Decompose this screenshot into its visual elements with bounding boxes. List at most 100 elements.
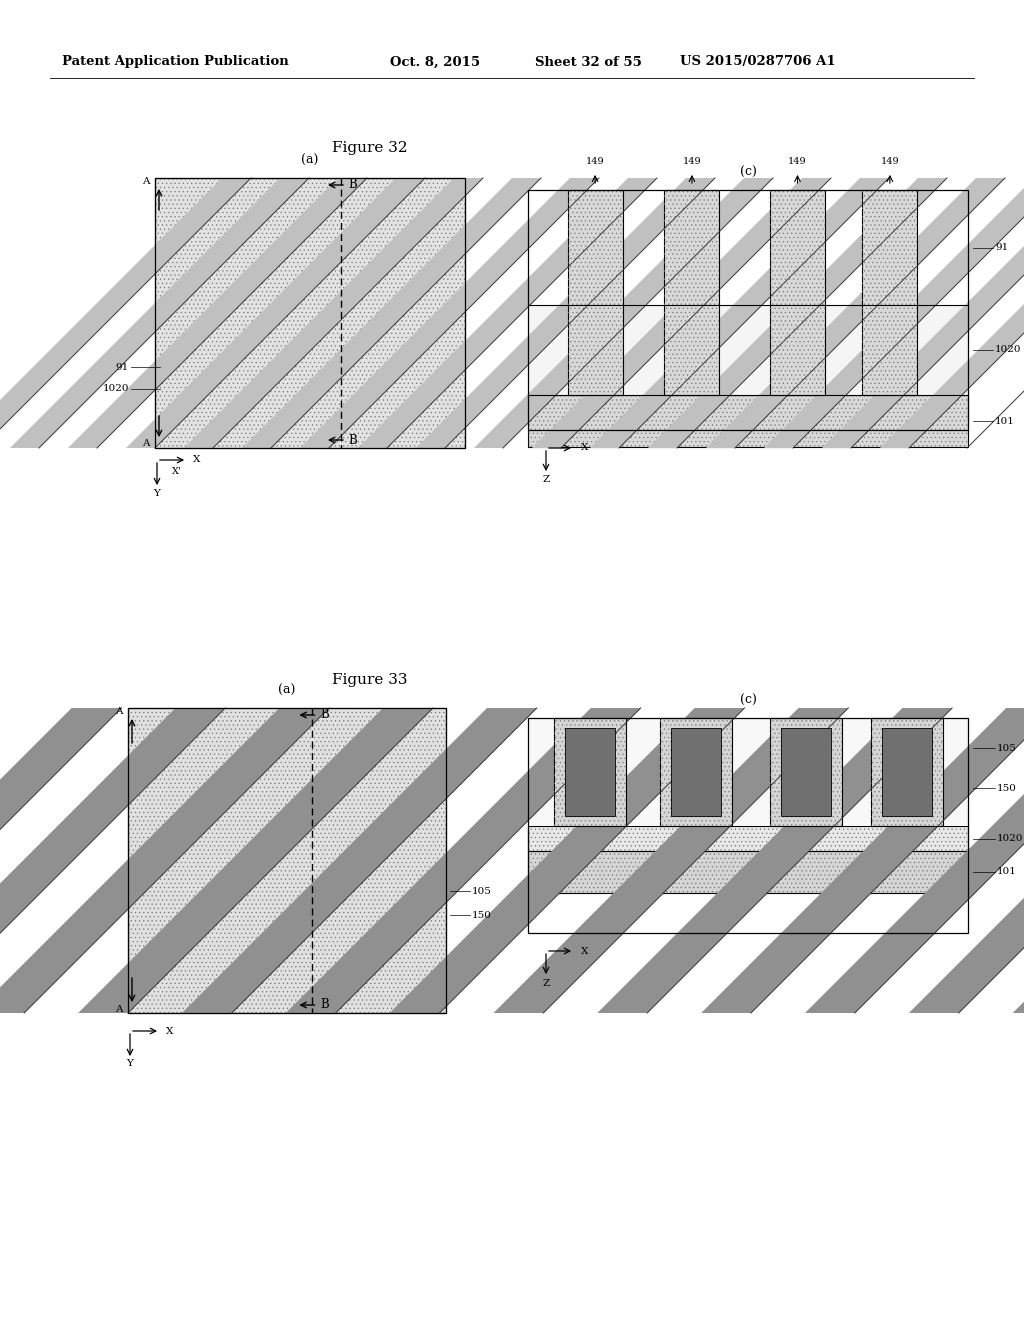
Polygon shape (474, 178, 773, 447)
Text: A: A (142, 177, 150, 186)
Text: 105: 105 (997, 743, 1017, 752)
Bar (842, 718, 871, 826)
Polygon shape (0, 708, 122, 1012)
Bar (871, 718, 943, 826)
Polygon shape (701, 708, 1024, 1012)
Polygon shape (300, 178, 599, 447)
Bar (627, 718, 660, 826)
Bar (871, 718, 943, 826)
Polygon shape (242, 178, 541, 447)
Bar (528, 718, 968, 933)
Text: X: X (581, 946, 589, 956)
Text: 1020: 1020 (997, 834, 1024, 843)
Polygon shape (532, 178, 831, 447)
Text: 91: 91 (116, 363, 129, 371)
Polygon shape (494, 708, 848, 1012)
Bar (567, 190, 623, 395)
Bar (528, 395, 968, 447)
Text: (a): (a) (301, 153, 318, 166)
Polygon shape (126, 178, 425, 447)
Text: X': X' (172, 467, 181, 477)
Bar (528, 851, 968, 894)
Polygon shape (1013, 708, 1024, 1012)
Bar (528, 395, 968, 447)
Text: B: B (348, 178, 357, 191)
Bar (528, 190, 968, 430)
Bar (128, 708, 446, 1012)
Bar (528, 718, 554, 826)
Bar (770, 190, 825, 395)
Polygon shape (597, 708, 952, 1012)
Text: A: A (116, 708, 123, 717)
Bar (528, 826, 968, 851)
Polygon shape (822, 178, 1024, 447)
Polygon shape (184, 178, 483, 447)
Text: 1020: 1020 (102, 384, 129, 393)
Text: 150: 150 (997, 784, 1017, 793)
Polygon shape (390, 708, 744, 1012)
Polygon shape (805, 708, 1024, 1012)
Text: 149: 149 (683, 157, 701, 166)
Text: Z: Z (543, 475, 550, 484)
Text: A: A (142, 440, 150, 449)
Text: 91: 91 (995, 243, 1009, 252)
Text: 101: 101 (997, 867, 1017, 876)
Bar (528, 305, 968, 395)
Text: 149: 149 (881, 157, 899, 166)
Polygon shape (0, 708, 225, 1012)
Text: Y: Y (127, 1060, 133, 1068)
Bar (943, 718, 968, 826)
Bar (528, 851, 968, 894)
Text: 150: 150 (472, 911, 492, 920)
Bar (128, 708, 446, 1012)
Bar (528, 826, 968, 851)
Bar (565, 729, 615, 816)
Text: 149: 149 (586, 157, 604, 166)
Text: A: A (116, 1005, 123, 1014)
Polygon shape (590, 178, 889, 447)
Polygon shape (706, 178, 1005, 447)
Bar (128, 708, 446, 1012)
Text: 101: 101 (995, 417, 1015, 425)
Polygon shape (880, 178, 1024, 447)
Bar (155, 178, 465, 447)
Bar (665, 190, 720, 395)
Polygon shape (182, 708, 537, 1012)
Bar (883, 729, 932, 816)
Bar (665, 190, 720, 395)
Polygon shape (68, 178, 367, 447)
Text: Sheet 32 of 55: Sheet 32 of 55 (535, 55, 642, 69)
Bar (671, 729, 721, 816)
Polygon shape (764, 178, 1024, 447)
Text: B: B (321, 998, 329, 1011)
Polygon shape (78, 708, 433, 1012)
Bar (567, 190, 623, 395)
Bar (770, 190, 825, 395)
Text: Figure 33: Figure 33 (332, 673, 408, 686)
Bar (660, 718, 732, 826)
Bar (128, 708, 446, 1012)
Polygon shape (909, 708, 1024, 1012)
Bar (660, 718, 732, 826)
Bar (770, 718, 842, 826)
Text: (c): (c) (739, 693, 757, 706)
Text: B: B (321, 709, 329, 722)
Bar (781, 729, 831, 816)
Polygon shape (0, 708, 329, 1012)
Polygon shape (0, 178, 251, 447)
Text: X: X (166, 1027, 173, 1035)
Text: Patent Application Publication: Patent Application Publication (62, 55, 289, 69)
Bar (554, 718, 627, 826)
Text: US 2015/0287706 A1: US 2015/0287706 A1 (680, 55, 836, 69)
Text: X: X (193, 455, 201, 465)
Text: X: X (581, 444, 589, 453)
Bar (770, 718, 842, 826)
Text: Y: Y (154, 488, 161, 498)
Text: (a): (a) (279, 684, 296, 697)
Bar (155, 178, 465, 447)
Text: Oct. 8, 2015: Oct. 8, 2015 (390, 55, 480, 69)
Polygon shape (648, 178, 947, 447)
Text: B: B (348, 433, 357, 446)
Text: (c): (c) (739, 165, 757, 178)
Bar (155, 178, 465, 447)
